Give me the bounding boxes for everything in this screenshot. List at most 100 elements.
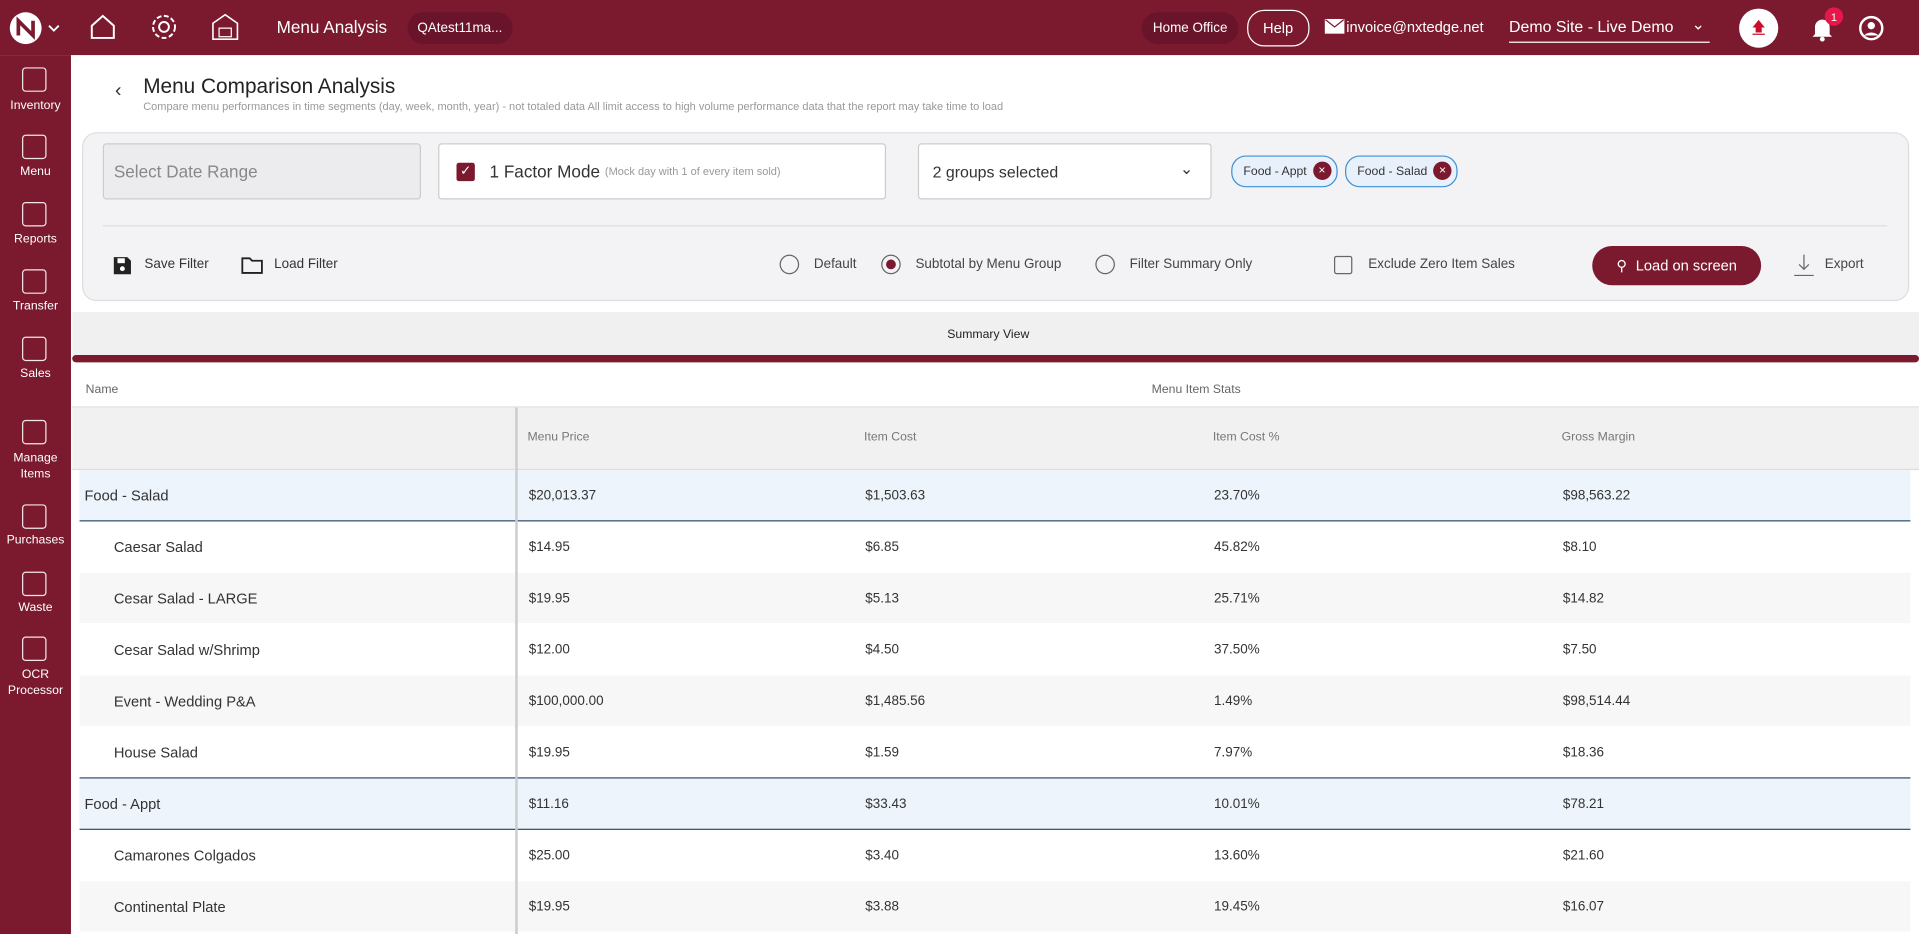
sidebar-label[interactable]: Inventory <box>10 99 61 113</box>
sidebar-label[interactable]: Menu <box>20 165 51 179</box>
topbar <box>0 0 1919 56</box>
cell: $12.00 <box>528 642 570 658</box>
notification-badge: 1 <box>1824 7 1844 26</box>
chevron: ⌄ <box>1179 159 1194 178</box>
home-icon[interactable] <box>88 12 117 41</box>
load-filter[interactable]: Load Filter <box>274 257 338 272</box>
summary-tab[interactable]: Summary View <box>72 312 1919 357</box>
tab-pill[interactable]: QAtest11ma... <box>407 12 513 45</box>
cell: $7.50 <box>1562 642 1597 658</box>
tab-indicator <box>72 354 1919 363</box>
checkbox-checked[interactable]: ✓ <box>456 162 475 181</box>
cell: $11.16 <box>528 796 569 812</box>
item-row <box>79 727 1911 778</box>
group-row <box>79 470 1911 522</box>
store-icon[interactable] <box>211 11 240 43</box>
load-text: Load on screen <box>1635 257 1737 275</box>
radio-label: Default <box>813 257 857 272</box>
settings-icon[interactable] <box>149 12 178 41</box>
cell: $78.21 <box>1562 796 1605 812</box>
cell: $19.95 <box>528 591 570 606</box>
load-button[interactable]: ⚲ Load on screen <box>1592 246 1762 286</box>
cell: $3.88 <box>865 899 899 915</box>
sidebar-icon[interactable] <box>22 636 47 662</box>
cell: 10.01% <box>1214 796 1260 812</box>
sidebar-label[interactable]: Manage Items <box>13 451 58 482</box>
radio[interactable] <box>1095 254 1115 275</box>
sidebar-label[interactable]: Sales <box>20 367 51 381</box>
export[interactable]: Export <box>1824 257 1864 272</box>
factor-box[interactable]: ✓ 1 Factor Mode (Mock day with 1 of ever… <box>438 143 887 200</box>
name-header: Name <box>85 383 119 397</box>
cell: $5.13 <box>865 591 899 606</box>
column-header[interactable]: Gross Margin <box>1561 430 1636 445</box>
bell-icon[interactable] <box>1809 15 1836 42</box>
back-arrow[interactable]: ‹ <box>115 80 122 102</box>
logo[interactable] <box>7 10 61 47</box>
column-head <box>72 407 1919 471</box>
cell: 1.49% <box>1214 694 1253 709</box>
sidebar-icon[interactable] <box>22 336 47 362</box>
cell: $100,000.00 <box>528 694 604 709</box>
sidebar-label[interactable]: Waste <box>18 601 53 615</box>
cell: $1,485.56 <box>865 694 926 709</box>
factor-note: (Mock day with 1 of every item sold) <box>604 165 781 178</box>
filter-chip[interactable]: Food - Salad × <box>1345 155 1458 188</box>
column-header[interactable]: Menu Price <box>527 430 590 445</box>
item-row <box>79 521 1911 572</box>
date-range[interactable]: Select Date Range <box>102 143 422 200</box>
cell: $1.59 <box>865 745 899 761</box>
user-icon[interactable] <box>1858 15 1885 42</box>
page-subtitle: Compare menu performances in time segmen… <box>143 100 1004 113</box>
sidebar-icon[interactable] <box>22 571 47 597</box>
filter-chip[interactable]: Food - Appt × <box>1231 155 1338 188</box>
cell: $4.50 <box>865 642 899 658</box>
cell: 45.82% <box>1214 539 1260 555</box>
cell: $33.43 <box>865 796 907 812</box>
cell: 7.97% <box>1214 745 1253 761</box>
column-header[interactable]: Item Cost % <box>1212 430 1280 445</box>
app-title: Menu Analysis <box>276 17 388 37</box>
home-office[interactable]: Home Office <box>1141 12 1239 45</box>
upload-button[interactable] <box>1738 7 1780 49</box>
cell: $6.85 <box>865 539 899 555</box>
save-icon <box>113 257 131 275</box>
item-row <box>79 675 1911 726</box>
chip-remove[interactable]: × <box>1433 161 1452 180</box>
sidebar-icon[interactable] <box>22 419 47 445</box>
sidebar-icon[interactable] <box>22 201 47 227</box>
item-name: House Salad <box>113 744 198 762</box>
sidebar-icon[interactable] <box>22 134 47 160</box>
cell: $16.07 <box>1562 899 1605 915</box>
sidebar-icon[interactable] <box>22 504 47 529</box>
sidebar-label[interactable]: Reports <box>14 232 57 247</box>
radio[interactable] <box>881 254 901 275</box>
sidebar-label[interactable]: OCR Processor <box>7 668 64 698</box>
table-head <box>72 375 1919 408</box>
help-button[interactable]: Help <box>1247 9 1310 47</box>
radio-label: Subtotal by Menu Group <box>915 257 1062 272</box>
cell: $20,013.37 <box>528 488 597 504</box>
radio[interactable] <box>779 254 800 275</box>
page-title: Menu Comparison Analysis <box>143 74 396 98</box>
divider <box>102 225 1888 227</box>
groups-select[interactable]: 2 groups selected ⌄ <box>917 143 1212 200</box>
save-filter[interactable]: Save Filter <box>144 257 209 272</box>
item-name: Camarones Colgados <box>113 847 256 865</box>
sidebar-icon[interactable] <box>22 269 47 294</box>
checkbox[interactable] <box>1333 255 1353 275</box>
group-name: Food - Appt <box>84 795 161 813</box>
site-select[interactable]: Demo Site - Live Demo ⌄ <box>1509 15 1710 43</box>
sidebar-label[interactable]: Transfer <box>12 299 59 314</box>
cell: $19.95 <box>528 745 570 761</box>
cell: 37.50% <box>1214 642 1260 658</box>
cell: 13.60% <box>1214 848 1260 864</box>
sidebar-icon[interactable] <box>22 67 47 92</box>
sidebar-label[interactable]: Purchases <box>6 533 65 548</box>
groups-text: 2 groups selected <box>932 162 1059 181</box>
chip-remove[interactable]: × <box>1312 161 1332 180</box>
mail-icon <box>1324 18 1345 34</box>
column-header[interactable]: Item Cost <box>864 430 917 445</box>
sidebar <box>0 55 71 934</box>
